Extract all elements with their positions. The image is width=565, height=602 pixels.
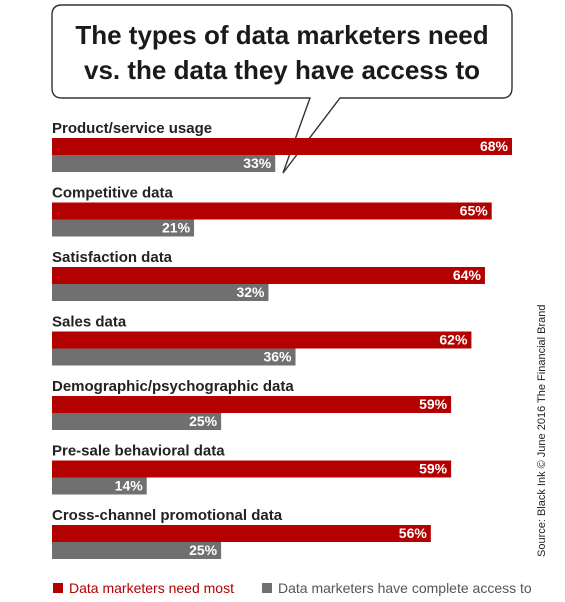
- bar-access-cross-channel-promotional-data: [52, 542, 222, 559]
- bar-access-product-service-usage: [52, 155, 276, 172]
- bar-need-pre-sale-behavioral-data: [52, 460, 452, 478]
- bar-access-competitive-data: [52, 219, 195, 237]
- bar-access-sales-data: [52, 348, 296, 366]
- bar-need-product-service-usage: [52, 138, 512, 155]
- bar-need-sales-data: [52, 331, 472, 349]
- category-label-competitive-data: Competitive data: [52, 185, 174, 202]
- bar-value-access-cross-channel-promotional-data: 25%: [189, 542, 218, 558]
- bar-access-pre-sale-behavioral-data: [52, 477, 147, 495]
- bar-value-access-satisfaction-data: 32%: [236, 284, 265, 300]
- bar-need-cross-channel-promotional-data: [52, 525, 431, 542]
- chart-title-line-2: vs. the data they have access to: [84, 55, 480, 85]
- bar-need-demographic-psychographic-data: [52, 396, 452, 413]
- bar-value-access-product-service-usage: 33%: [243, 155, 272, 171]
- category-label-pre-sale-behavioral-data: Pre-sale behavioral data: [52, 443, 225, 460]
- category-label-product-service-usage: Product/service usage: [52, 120, 212, 137]
- bar-need-satisfaction-data: [52, 267, 485, 284]
- legend-swatch-access: [262, 583, 272, 593]
- category-label-cross-channel-promotional-data: Cross-channel promotional data: [52, 507, 283, 524]
- source-note: Source: Black Ink © June 2016 The Financ…: [536, 305, 548, 558]
- bar-value-need-sales-data: 62%: [439, 332, 468, 348]
- bar-value-access-sales-data: 36%: [263, 349, 292, 365]
- bar-value-access-competitive-data: 21%: [162, 220, 191, 236]
- bar-value-need-pre-sale-behavioral-data: 59%: [419, 461, 448, 477]
- bar-value-access-pre-sale-behavioral-data: 14%: [115, 478, 144, 494]
- legend-label-need: Data marketers need most: [69, 580, 234, 596]
- category-label-satisfaction-data: Satisfaction data: [52, 249, 173, 266]
- bar-need-competitive-data: [52, 202, 492, 220]
- bar-value-need-demographic-psychographic-data: 59%: [419, 396, 448, 412]
- chart-title-line-1: The types of data marketers need: [75, 20, 488, 50]
- legend-label-access: Data marketers have complete access to: [278, 580, 532, 596]
- bar-value-need-competitive-data: 65%: [460, 203, 489, 219]
- category-label-demographic-psychographic-data: Demographic/psychographic data: [52, 378, 294, 395]
- bar-access-satisfaction-data: [52, 284, 269, 301]
- bar-value-need-satisfaction-data: 64%: [453, 267, 482, 283]
- bar-value-need-product-service-usage: 68%: [480, 138, 509, 154]
- bar-value-need-cross-channel-promotional-data: 56%: [399, 525, 428, 541]
- title-speech-bubble: [51, 4, 513, 174]
- legend: Data marketers need most Data marketers …: [53, 580, 532, 596]
- bar-access-demographic-psychographic-data: [52, 413, 222, 430]
- bar-value-access-demographic-psychographic-data: 25%: [189, 413, 218, 429]
- legend-swatch-need: [53, 583, 63, 593]
- category-label-sales-data: Sales data: [52, 314, 127, 331]
